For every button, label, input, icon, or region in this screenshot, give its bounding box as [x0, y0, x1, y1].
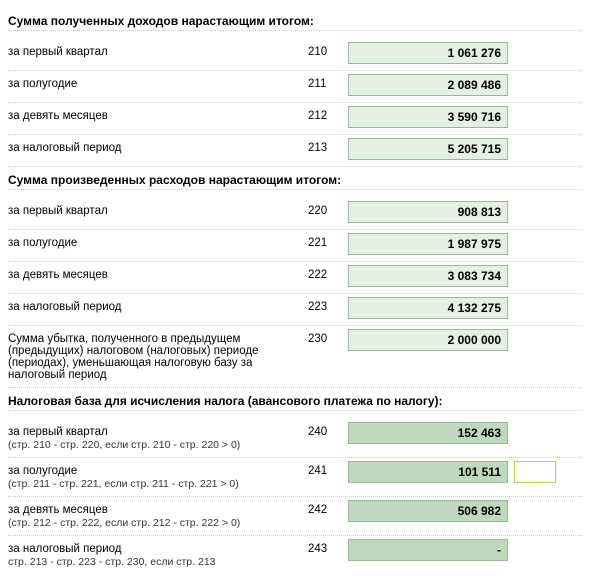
value-field[interactable]: 5 205 715 — [348, 138, 508, 160]
code: 210 — [308, 42, 348, 58]
taxbase-row-3: за налоговый период стр. 213 - стр. 223 … — [8, 536, 582, 574]
income-row-2: за девять месяцев 212 3 590 716 — [8, 103, 582, 135]
value-field[interactable]: 1 061 276 — [348, 42, 508, 64]
code: 220 — [308, 201, 348, 217]
expense-header: Сумма произведенных расходов нарастающим… — [8, 173, 582, 190]
code: 240 — [308, 422, 348, 438]
loss-row: Сумма убытка, полученного в предыдущем (… — [8, 326, 582, 388]
label: за налоговый период — [8, 297, 308, 313]
income-header: Сумма полученных доходов нарастающим ито… — [8, 14, 582, 31]
value-field[interactable]: 3 590 716 — [348, 106, 508, 128]
extra-field[interactable] — [514, 461, 556, 483]
value-field[interactable]: 4 132 275 — [348, 297, 508, 319]
value-field[interactable]: 1 987 975 — [348, 233, 508, 255]
code: 241 — [308, 461, 348, 477]
value-field[interactable]: 2 089 486 — [348, 74, 508, 96]
label: за налоговый период — [8, 138, 308, 154]
value-field[interactable]: 152 463 — [348, 422, 508, 444]
code: 223 — [308, 297, 348, 313]
taxbase-row-0: за первый квартал (стр. 210 - стр. 220, … — [8, 419, 582, 458]
income-row-0: за первый квартал 210 1 061 276 — [8, 39, 582, 71]
label: за первый квартал — [8, 42, 308, 58]
label: за девять месяцев — [8, 106, 308, 122]
label: за первый квартал — [8, 426, 108, 438]
label: за полугодие — [8, 233, 308, 249]
label: за полугодие — [8, 74, 308, 90]
value-field[interactable]: 506 982 — [348, 500, 508, 522]
income-row-3: за налоговый период 213 5 205 715 — [8, 135, 582, 167]
taxbase-row-2: за девять месяцев (стр. 212 - стр. 222, … — [8, 497, 582, 536]
expense-row-2: за девять месяцев 222 3 083 734 — [8, 262, 582, 294]
label: Сумма убытка, полученного в предыдущем (… — [8, 329, 308, 381]
value-field[interactable]: - — [348, 539, 508, 561]
code: 213 — [308, 138, 348, 154]
code: 230 — [308, 329, 348, 345]
sublabel: (стр. 210 - стр. 220, если стр. 210 - ст… — [8, 439, 300, 451]
label: за налоговый период — [8, 543, 121, 555]
code: 221 — [308, 233, 348, 249]
sublabel: (стр. 212 - стр. 222, если стр. 212 - ст… — [8, 517, 300, 529]
sublabel: (стр. 211 - стр. 221, если стр. 211 - ст… — [8, 478, 300, 490]
code: 211 — [308, 74, 348, 90]
income-row-1: за полугодие 211 2 089 486 — [8, 71, 582, 103]
label: за девять месяцев — [8, 265, 308, 281]
taxbase-header: Налоговая база для исчисления налога (ав… — [8, 394, 582, 411]
value-field[interactable]: 908 813 — [348, 201, 508, 223]
code: 243 — [308, 539, 348, 555]
expense-row-3: за налоговый период 223 4 132 275 — [8, 294, 582, 326]
taxbase-row-1: за полугодие (стр. 211 - стр. 221, если … — [8, 458, 582, 497]
label: за девять месяцев — [8, 504, 108, 516]
sublabel: стр. 213 - стр. 223 - стр. 230, если стр… — [8, 556, 300, 568]
value-field[interactable]: 2 000 000 — [348, 329, 508, 351]
code: 212 — [308, 106, 348, 122]
value-field[interactable]: 101 511 — [348, 461, 508, 483]
value-field[interactable]: 3 083 734 — [348, 265, 508, 287]
code: 242 — [308, 500, 348, 516]
expense-row-1: за полугодие 221 1 987 975 — [8, 230, 582, 262]
label: за первый квартал — [8, 201, 308, 217]
code: 222 — [308, 265, 348, 281]
label: за полугодие — [8, 465, 77, 477]
expense-row-0: за первый квартал 220 908 813 — [8, 198, 582, 230]
